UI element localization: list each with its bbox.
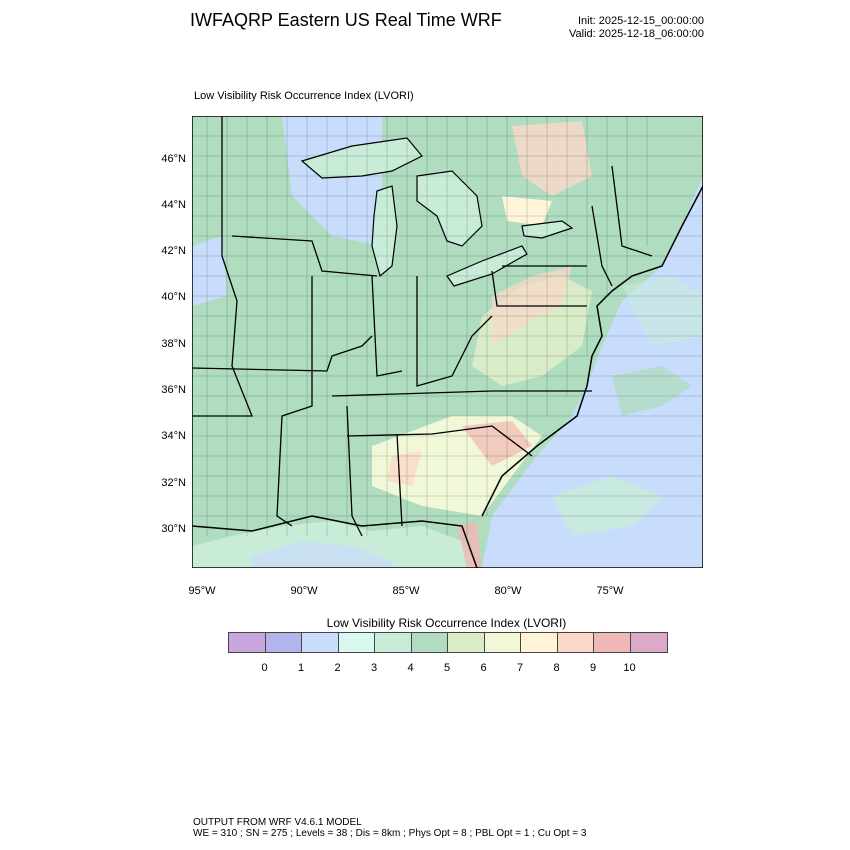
plot-title: IWFAQRP Eastern US Real Time WRF (190, 10, 502, 30)
lon-label: 85°W (392, 585, 420, 597)
lon-label: 75°W (596, 585, 624, 597)
lake-michigan (371, 185, 398, 278)
colorbar-cell (630, 633, 667, 652)
colorbar-cell (521, 633, 558, 652)
colorbar-label: 4 (407, 662, 414, 674)
colorbar-label: 6 (480, 662, 487, 674)
colorbar-label: 2 (334, 662, 341, 674)
colorbar-label: 9 (589, 662, 597, 674)
time-info: Init: 2025-12-15_00:00:00 Valid: 2025-12… (569, 15, 704, 41)
colorbar-label: 0 (261, 662, 268, 674)
lat-label: 46°N (161, 153, 186, 165)
colorbar-cell (411, 633, 448, 652)
model-info: OUTPUT FROM WRF V4.6.1 MODEL WE = 310 ; … (193, 817, 586, 839)
model-version: OUTPUT FROM WRF V4.6.1 MODEL (193, 817, 362, 828)
lon-label: 80°W (494, 585, 522, 597)
colorbar-cell (448, 633, 485, 652)
lvori-map (192, 116, 703, 568)
lat-label: 44°N (161, 199, 186, 211)
atlantic-ocean (482, 176, 703, 568)
valid-time: Valid: 2025-12-18_06:00:00 (569, 28, 704, 40)
lat-label: 40°N (161, 291, 186, 303)
county-lines (192, 116, 703, 536)
colorbar-title: Low Visibility Risk Occurrence Index (LV… (326, 616, 567, 630)
colorbar-cell (484, 633, 521, 652)
lat-label: 36°N (161, 384, 186, 396)
colorbar-label: 10 (623, 662, 636, 674)
colorbar-label: 3 (370, 662, 378, 674)
lat-label: 32°N (161, 477, 186, 489)
colorbar-label: 7 (516, 662, 524, 674)
init-time: Init: 2025-12-15_00:00:00 (578, 15, 704, 27)
colorbar-cell (265, 633, 302, 652)
colorbar-cell (302, 633, 339, 652)
colorbar-label: 8 (553, 662, 560, 674)
lon-label: 90°W (290, 585, 318, 597)
colorbar-label: 1 (297, 662, 305, 674)
coastline (192, 185, 703, 568)
colorbar-cell (557, 633, 594, 652)
colorbar-cell (338, 633, 375, 652)
colorbar (228, 632, 668, 653)
colorbar-cell (229, 633, 266, 652)
lon-label: 95°W (188, 585, 216, 597)
plot-subtitle: Low Visibility Risk Occurrence Index (LV… (194, 90, 414, 102)
lake-huron (416, 170, 483, 247)
colorbar-cell (375, 633, 412, 652)
lat-label: 30°N (161, 523, 186, 535)
model-config: WE = 310 ; SN = 275 ; Levels = 38 ; Dis … (193, 828, 587, 839)
lat-label: 42°N (161, 245, 186, 257)
colorbar-label: 5 (443, 662, 451, 674)
lat-label: 34°N (161, 430, 186, 442)
lat-label: 38°N (161, 338, 186, 350)
colorbar-cell (594, 633, 631, 652)
